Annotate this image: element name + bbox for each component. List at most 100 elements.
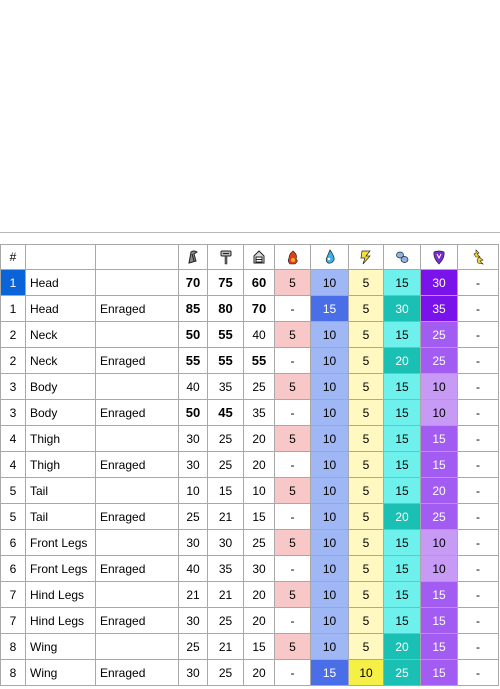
row-number: 2 [0,321,26,348]
table-row[interactable]: 6 Front Legs 30 30 25 5 10 5 15 10- [0,529,499,556]
cut-value: 30 [178,607,208,634]
dragon-value: 10 [420,529,458,556]
row-number: 4 [0,451,26,478]
dragon-value: 35 [420,295,458,322]
row-number: 5 [0,477,26,504]
stun-icon [473,249,484,265]
table-row[interactable]: 2 Neck 50 55 40 5 10 5 15 25- [0,321,499,348]
dragon-value: 15 [420,581,458,608]
table-row[interactable]: 3 Body 40 35 25 5 10 5 15 10- [0,373,499,400]
dragon-value: 25 [420,321,458,348]
part-state: Enraged [95,555,179,582]
ice-value: 15 [383,321,421,348]
water-value: 10 [310,321,349,348]
ice-value: 30 [383,295,421,322]
table-row[interactable]: 4 Thigh 30 25 20 5 10 5 15 15- [0,425,499,452]
table-row[interactable]: 7 Hind Legs Enraged 30 25 20-10 5 15 15- [0,607,499,634]
table-row[interactable]: 2 Neck Enraged 55 55 55-10 5 20 25- [0,347,499,374]
stun-value: - [457,607,499,634]
table-row[interactable]: 8 Wing Enraged 30 25 20-15 10 25 15- [0,659,499,686]
fire-value: 5 [274,633,311,660]
shot-value: 15 [243,633,275,660]
stun-value: - [457,581,499,608]
water-value: 10 [310,425,349,452]
part-name: Hind Legs [25,581,96,608]
header-number[interactable]: # [0,244,26,270]
impact-value: 15 [207,477,244,504]
hitzone-table: # [0,244,499,686]
shot-value: 70 [243,295,275,322]
header-ice[interactable] [383,244,421,270]
header-fire[interactable] [274,244,311,270]
impact-value: 25 [207,425,244,452]
impact-value: 25 [207,451,244,478]
header-part[interactable] [25,244,96,270]
thunder-icon [360,250,371,265]
fire-value: - [274,607,311,634]
ice-value: 15 [383,555,421,582]
header-state[interactable] [95,244,179,270]
table-row[interactable]: 5 Tail 10 15 10 5 10 5 15 20- [0,477,499,504]
table-row[interactable]: 1 Head 70 75 60 5 10 5 15 30- [0,269,499,296]
table-row[interactable]: 6 Front Legs Enraged 40 35 30-10 5 15 10- [0,555,499,582]
dragon-value: 15 [420,451,458,478]
cut-value: 40 [178,373,208,400]
thunder-value: 5 [348,373,384,400]
stun-value: - [457,295,499,322]
header-stun[interactable] [457,244,499,270]
part-name: Head [25,295,96,322]
row-number: 7 [0,581,26,608]
hitzone-table-container: # [0,244,500,686]
table-row[interactable]: 4 Thigh Enraged 30 25 20-10 5 15 15- [0,451,499,478]
water-value: 10 [310,269,349,296]
table-row[interactable]: 7 Hind Legs 21 21 20 5 10 5 15 15- [0,581,499,608]
impact-value: 21 [207,503,244,530]
part-state [95,269,179,296]
header-cut[interactable] [178,244,208,270]
impact-value: 35 [207,373,244,400]
row-number: 7 [0,607,26,634]
thunder-value: 5 [348,399,384,426]
table-row[interactable]: 1 Head Enraged 85 80 70-15 5 30 35- [0,295,499,322]
shot-value: 40 [243,321,275,348]
water-value: 15 [310,659,349,686]
part-name: Hind Legs [25,607,96,634]
cut-value: 30 [178,451,208,478]
fire-value: 5 [274,581,311,608]
header-impact[interactable] [207,244,244,270]
part-state: Enraged [95,607,179,634]
thunder-value: 5 [348,503,384,530]
header-shot[interactable] [243,244,275,270]
fire-value: - [274,295,311,322]
header-water[interactable] [310,244,349,270]
table-row[interactable]: 5 Tail Enraged 25 21 15-10 5 20 25- [0,503,499,530]
cut-value: 40 [178,555,208,582]
dragon-value: 15 [420,425,458,452]
water-value: 10 [310,451,349,478]
dragon-value: 15 [420,607,458,634]
dragon-value: 10 [420,373,458,400]
part-state [95,581,179,608]
shot-value: 20 [243,607,275,634]
fire-icon [287,250,298,265]
part-name: Wing [25,633,96,660]
fire-value: 5 [274,269,311,296]
part-name: Front Legs [25,529,96,556]
ice-value: 20 [383,503,421,530]
table-row[interactable]: 8 Wing 25 21 15 5 10 5 20 15- [0,633,499,660]
stun-value: - [457,451,499,478]
row-number: 4 [0,425,26,452]
water-value: 10 [310,633,349,660]
header-thunder[interactable] [348,244,384,270]
part-name: Neck [25,321,96,348]
water-value: 10 [310,529,349,556]
shot-value: 55 [243,347,275,374]
thunder-value: 5 [348,451,384,478]
impact-value: 21 [207,633,244,660]
ice-value: 15 [383,477,421,504]
water-value: 10 [310,607,349,634]
cut-value: 55 [178,347,208,374]
table-row[interactable]: 3 Body Enraged 50 45 35-10 5 15 10- [0,399,499,426]
header-dragon[interactable] [420,244,458,270]
water-value: 10 [310,477,349,504]
